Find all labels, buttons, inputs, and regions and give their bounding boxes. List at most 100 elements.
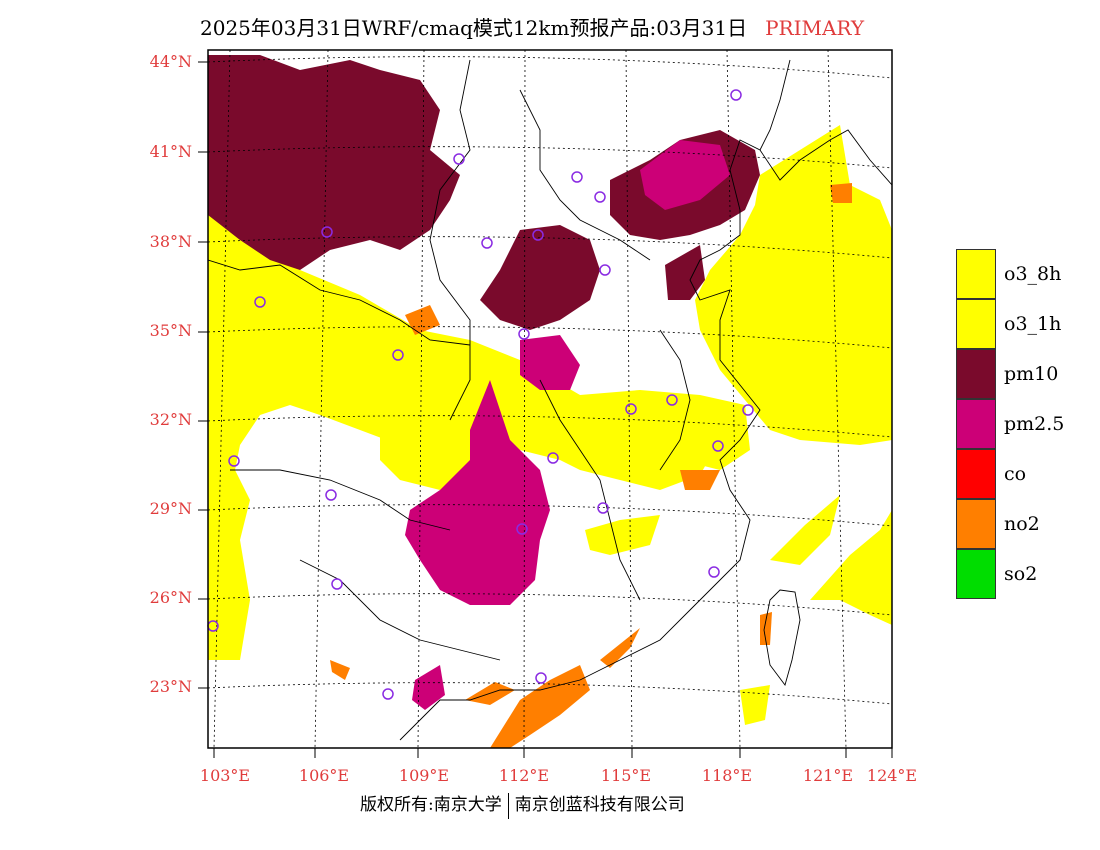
station-marker[interactable] xyxy=(547,452,559,464)
station-marker[interactable] xyxy=(325,489,337,501)
legend-swatch xyxy=(956,299,996,349)
station-marker[interactable] xyxy=(730,89,742,101)
lat-label: 26°N xyxy=(149,588,192,607)
station-marker[interactable] xyxy=(518,328,530,340)
pm10-area-central xyxy=(480,225,600,330)
legend-label: o3_1h xyxy=(1004,313,1062,335)
station-marker[interactable] xyxy=(666,394,678,406)
legend-label: so2 xyxy=(1004,563,1038,585)
lon-label: 121°E xyxy=(802,766,854,785)
pm25-area-central xyxy=(520,335,580,390)
station-marker[interactable] xyxy=(597,502,609,514)
station-marker[interactable] xyxy=(625,403,637,415)
station-marker[interactable] xyxy=(321,226,333,238)
coastline xyxy=(399,129,892,741)
map-title: 2025年03月31日WRF/cmaq模式12km预报产品:03月31日 PRIM… xyxy=(200,12,864,41)
station-marker[interactable] xyxy=(516,523,528,535)
ozone-area-east xyxy=(695,125,892,445)
lat-label: 29°N xyxy=(149,499,192,518)
legend-label: no2 xyxy=(1004,513,1040,535)
no2-area-south-coast xyxy=(330,660,350,680)
station-marker[interactable] xyxy=(254,296,266,308)
station-marker[interactable] xyxy=(742,404,754,416)
legend-item-o3-1h: o3_1h xyxy=(956,299,1064,349)
legend-swatch xyxy=(956,349,996,399)
no2-area-taiwan xyxy=(760,612,772,645)
graticule-lon-121 xyxy=(827,50,847,748)
legend-item-no2: no2 xyxy=(956,499,1064,549)
legend-label: co xyxy=(1004,463,1027,485)
station-marker[interactable] xyxy=(453,153,465,165)
no2-area-west xyxy=(405,305,440,335)
pm10-area-east-band xyxy=(665,245,705,300)
station-marker[interactable] xyxy=(708,566,720,578)
legend-label: pm10 xyxy=(1004,363,1059,385)
province-border-5 xyxy=(519,89,651,261)
boundary-lines xyxy=(208,59,892,741)
station-marker[interactable] xyxy=(594,191,606,203)
lat-label: 23°N xyxy=(149,677,192,696)
taiwan-outline xyxy=(763,589,801,686)
lon-label: 112°E xyxy=(498,766,550,785)
lon-label: 103°E xyxy=(199,766,251,785)
lon-label: 109°E xyxy=(398,766,450,785)
lat-label: 32°N xyxy=(149,410,192,429)
pm25-area-southwest xyxy=(412,665,445,710)
graticule-lon-112 xyxy=(523,50,526,748)
legend-swatch xyxy=(956,549,996,599)
station-marker[interactable] xyxy=(571,171,583,183)
station-marker[interactable] xyxy=(481,237,493,249)
no2-area-south xyxy=(490,665,590,748)
lon-label: 106°E xyxy=(298,766,350,785)
legend-swatch xyxy=(956,249,996,299)
graticule-lon-109 xyxy=(417,50,425,748)
axis-ticks xyxy=(198,61,893,758)
pm25-area-north xyxy=(640,140,730,210)
graticule-lon-106 xyxy=(314,50,329,748)
map-frame xyxy=(207,49,893,749)
no2-area-central xyxy=(680,470,720,490)
station-marker[interactable] xyxy=(712,440,724,452)
title-text: 2025年03月31日WRF/cmaq模式12km预报产品:03月31日 xyxy=(200,16,748,40)
no2-area-southeast xyxy=(600,628,640,668)
station-marker[interactable] xyxy=(392,349,404,361)
ozone-area-west xyxy=(208,215,750,660)
province-border-1 xyxy=(208,259,471,346)
legend-label: o3_8h xyxy=(1004,263,1062,285)
lat-label: 38°N xyxy=(149,232,192,251)
pm10-area-northwest xyxy=(208,55,460,270)
legend-label: pm2.5 xyxy=(1004,413,1065,435)
station-marker[interactable] xyxy=(599,264,611,276)
graticule-lon-103 xyxy=(213,50,231,748)
ozone-area-central xyxy=(380,355,720,490)
primary-tag: PRIMARY xyxy=(765,16,865,40)
legend-item-o3-8h: o3_8h xyxy=(956,249,1064,299)
province-border-4 xyxy=(539,379,641,601)
graticule-lon-115 xyxy=(625,50,633,748)
lat-label: 44°N xyxy=(149,52,192,71)
ozone-area-south xyxy=(740,685,770,725)
legend-item-so2: so2 xyxy=(956,549,1064,599)
copyright-footer: 版权所有:南京大学 南京创蓝科技有限公司 xyxy=(360,790,685,819)
station-marker[interactable] xyxy=(331,578,343,590)
province-border-3 xyxy=(429,59,471,421)
legend-item-pm25: pm2.5 xyxy=(956,399,1064,449)
copyright-company: 南京创蓝科技有限公司 xyxy=(514,795,685,815)
lon-label: 118°E xyxy=(701,766,753,785)
station-marker[interactable] xyxy=(228,455,240,467)
pollutant-areas xyxy=(208,55,892,748)
legend: o3_8h o3_1h pm10 pm2.5 co no2 so2 xyxy=(956,249,1064,599)
province-border-6 xyxy=(299,559,501,661)
copyright-owner: 版权所有:南京大学 xyxy=(360,795,502,815)
ozone-area-sea-southeast xyxy=(770,495,840,565)
station-marker[interactable] xyxy=(382,688,394,700)
legend-item-co: co xyxy=(956,449,1064,499)
legend-item-pm10: pm10 xyxy=(956,349,1064,399)
station-marker[interactable] xyxy=(532,229,544,241)
station-marker[interactable] xyxy=(535,672,547,684)
ozone-area-east-far xyxy=(810,510,892,625)
province-border-8 xyxy=(759,59,791,151)
lon-label: 115°E xyxy=(600,766,652,785)
no2-area-east xyxy=(830,183,852,203)
